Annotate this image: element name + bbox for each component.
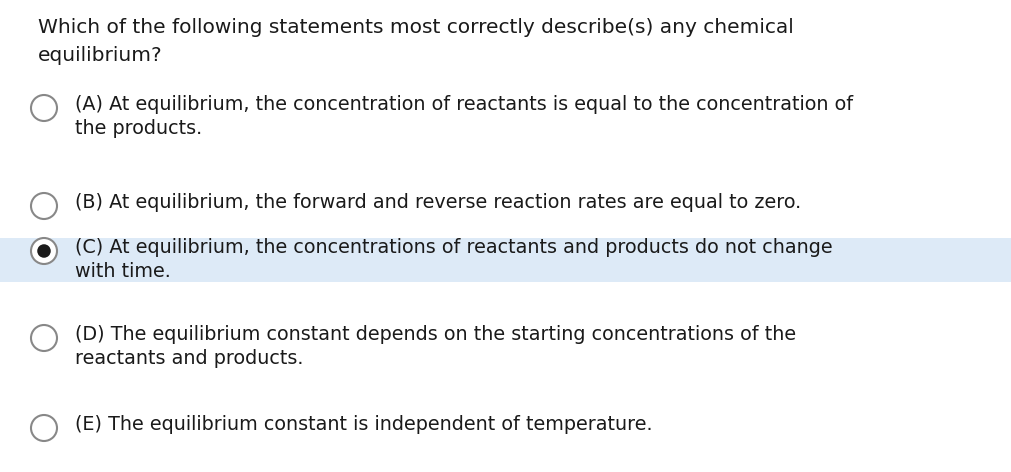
Circle shape (37, 244, 51, 258)
Text: equilibrium?: equilibrium? (38, 46, 163, 65)
Text: reactants and products.: reactants and products. (75, 349, 303, 368)
Text: the products.: the products. (75, 119, 202, 138)
Circle shape (31, 193, 57, 219)
Text: (A) At equilibrium, the concentration of reactants is equal to the concentration: (A) At equilibrium, the concentration of… (75, 95, 852, 114)
Bar (0, 238, 1011, 282)
Circle shape (31, 325, 57, 351)
Text: (C) At equilibrium, the concentrations of reactants and products do not change: (C) At equilibrium, the concentrations o… (75, 238, 832, 257)
Text: Which of the following statements most correctly describe(s) any chemical: Which of the following statements most c… (38, 18, 793, 37)
Text: (D) The equilibrium constant depends on the starting concentrations of the: (D) The equilibrium constant depends on … (75, 325, 796, 344)
Text: (E) The equilibrium constant is independent of temperature.: (E) The equilibrium constant is independ… (75, 415, 652, 434)
Circle shape (31, 415, 57, 441)
Text: with time.: with time. (75, 262, 171, 281)
Text: (B) At equilibrium, the forward and reverse reaction rates are equal to zero.: (B) At equilibrium, the forward and reve… (75, 193, 801, 212)
Circle shape (31, 95, 57, 121)
Circle shape (31, 238, 57, 264)
